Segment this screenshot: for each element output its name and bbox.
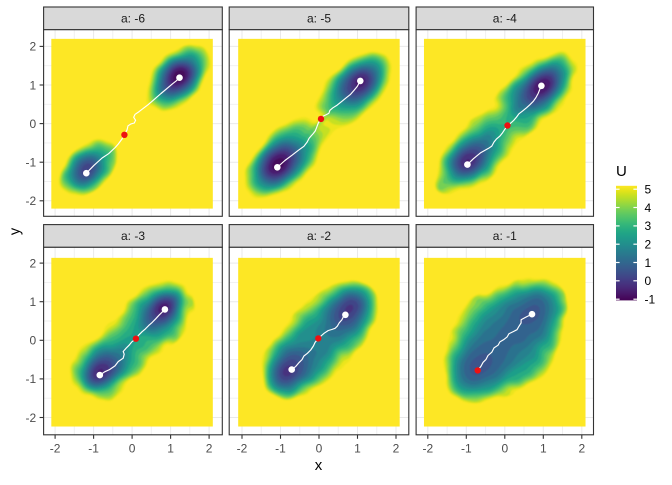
svg-text:U: U	[616, 163, 627, 180]
svg-text:-2: -2	[26, 411, 37, 425]
svg-text:y: y	[8, 227, 24, 235]
svg-text:1: 1	[30, 295, 37, 309]
svg-text:a: -1: a: -1	[493, 229, 517, 243]
svg-text:-2: -2	[422, 442, 433, 456]
svg-text:a: -5: a: -5	[307, 12, 331, 26]
svg-text:1: 1	[167, 442, 174, 456]
svg-text:2: 2	[30, 256, 37, 270]
svg-text:a: -4: a: -4	[493, 12, 517, 26]
svg-text:2: 2	[30, 40, 37, 54]
svg-text:-1: -1	[26, 156, 37, 170]
svg-text:5: 5	[645, 183, 652, 197]
svg-text:3: 3	[645, 219, 652, 233]
svg-text:-1: -1	[645, 293, 656, 307]
svg-text:4: 4	[645, 201, 652, 215]
svg-text:-1: -1	[275, 442, 286, 456]
svg-text:a: -3: a: -3	[121, 229, 145, 243]
svg-text:-1: -1	[26, 372, 37, 386]
svg-text:-2: -2	[50, 442, 61, 456]
svg-text:0: 0	[30, 117, 37, 131]
svg-text:a: -2: a: -2	[307, 229, 331, 243]
svg-text:0: 0	[645, 274, 652, 288]
svg-text:2: 2	[578, 442, 585, 456]
svg-text:1: 1	[540, 442, 547, 456]
svg-text:1: 1	[354, 442, 361, 456]
svg-text:-1: -1	[88, 442, 99, 456]
svg-text:-1: -1	[461, 442, 472, 456]
svg-text:-2: -2	[237, 442, 248, 456]
svg-text:a: -6: a: -6	[121, 12, 145, 26]
svg-text:0: 0	[30, 334, 37, 348]
svg-text:0: 0	[501, 442, 508, 456]
svg-text:x: x	[315, 457, 323, 474]
svg-text:2: 2	[393, 442, 400, 456]
svg-text:2: 2	[206, 442, 213, 456]
svg-text:0: 0	[316, 442, 323, 456]
svg-text:-2: -2	[26, 194, 37, 208]
svg-text:2: 2	[645, 238, 652, 252]
svg-text:0: 0	[129, 442, 136, 456]
svg-text:1: 1	[30, 78, 37, 92]
svg-text:1: 1	[645, 256, 652, 270]
